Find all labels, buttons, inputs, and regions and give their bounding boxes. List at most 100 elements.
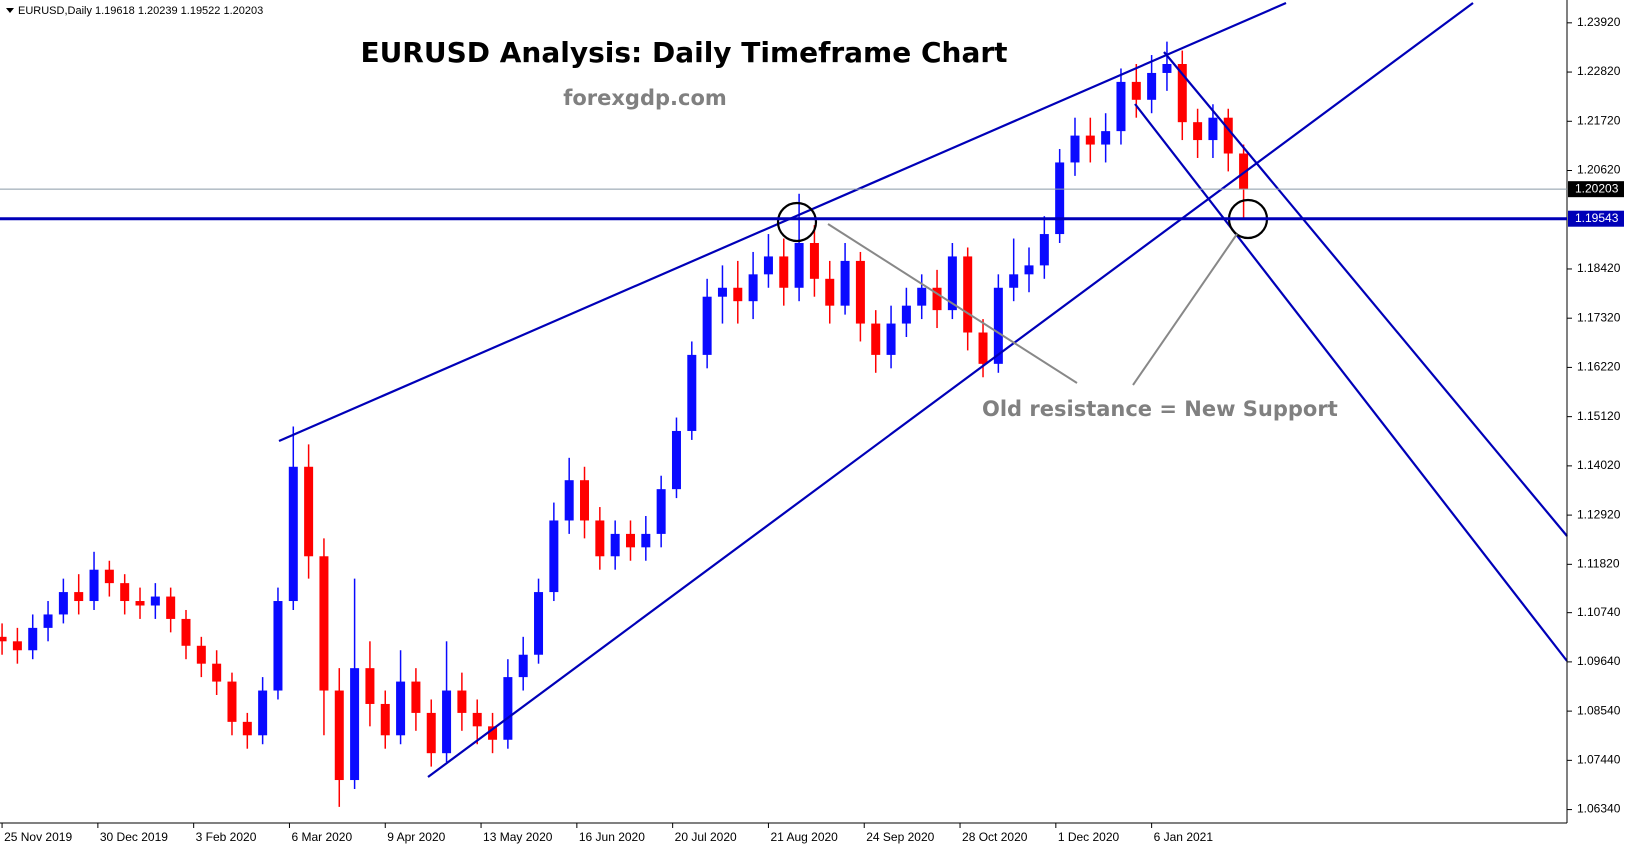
x-tick-label: 30 Dec 2019 bbox=[100, 830, 168, 844]
y-tick-label: 1.23920 bbox=[1577, 15, 1621, 29]
candle-body bbox=[748, 274, 758, 302]
annotation: Old resistance = New Support bbox=[982, 397, 1338, 421]
candle-body bbox=[350, 668, 360, 781]
candle-body bbox=[549, 520, 559, 593]
y-tick-label: 1.07440 bbox=[1577, 753, 1621, 767]
trend-line bbox=[1134, 103, 1568, 662]
candle-body bbox=[304, 466, 314, 557]
candle-body bbox=[794, 243, 804, 288]
candle-body bbox=[534, 592, 544, 655]
candle-body bbox=[503, 677, 513, 740]
candle-body bbox=[227, 681, 237, 722]
candle-body bbox=[702, 296, 712, 355]
x-tick-label: 24 Sep 2020 bbox=[866, 830, 934, 844]
candle-body bbox=[0, 636, 7, 642]
candle-body bbox=[947, 256, 957, 311]
candle-body bbox=[518, 654, 528, 678]
candle-body bbox=[1024, 265, 1034, 275]
y-tick-label: 1.14020 bbox=[1577, 458, 1621, 472]
candle-body bbox=[963, 256, 973, 333]
y-tick-label: 1.18420 bbox=[1577, 261, 1621, 275]
x-tick-label: 6 Jan 2021 bbox=[1154, 830, 1214, 844]
candle-body bbox=[273, 601, 283, 691]
candle-body bbox=[488, 726, 498, 740]
candle-body bbox=[886, 323, 896, 355]
candle-body bbox=[917, 287, 927, 306]
candle-body bbox=[411, 681, 421, 713]
candle-body bbox=[580, 480, 590, 521]
x-tick-label: 1 Dec 2020 bbox=[1058, 830, 1120, 844]
candle-body bbox=[472, 712, 482, 727]
candle-body bbox=[1223, 117, 1233, 154]
highlight-circle bbox=[776, 201, 818, 243]
candle-body bbox=[426, 712, 436, 754]
y-tick-label: 1.21720 bbox=[1577, 113, 1621, 127]
candle-body bbox=[319, 556, 329, 691]
y-tick-label: 1.06340 bbox=[1577, 802, 1621, 816]
candle-body bbox=[58, 592, 68, 615]
x-tick-label: 21 Aug 2020 bbox=[770, 830, 838, 844]
trend-line bbox=[427, 2, 1474, 778]
candle-body bbox=[763, 256, 773, 275]
candle-body bbox=[687, 354, 697, 431]
chart-title: EURUSD Analysis: Daily Timeframe Chart bbox=[360, 36, 1007, 69]
y-tick-label: 1.11820 bbox=[1577, 557, 1620, 571]
candle-body bbox=[1009, 274, 1019, 288]
candle-body bbox=[242, 721, 252, 736]
chart-header: EURUSD,Daily 1.19618 1.20239 1.19522 1.2… bbox=[18, 5, 263, 17]
candle-body bbox=[1177, 63, 1187, 123]
x-tick-label: 20 Jul 2020 bbox=[675, 830, 737, 844]
candle-body bbox=[89, 569, 99, 602]
trend-line bbox=[278, 1, 1287, 443]
candle-body bbox=[610, 533, 620, 557]
candle-body bbox=[380, 703, 390, 736]
candle-body bbox=[104, 569, 114, 584]
y-tick-label: 1.16220 bbox=[1577, 360, 1621, 374]
current-price-label: 1.20203 bbox=[1575, 181, 1619, 195]
candles bbox=[0, 41, 1249, 807]
candle-body bbox=[212, 663, 222, 682]
pointer-line bbox=[827, 223, 1078, 384]
subtitle: forexgdp.com bbox=[563, 86, 727, 110]
candle-body bbox=[993, 287, 1003, 364]
support-label: 1.19543 bbox=[1575, 211, 1619, 225]
y-tick-label: 1.15120 bbox=[1577, 409, 1621, 423]
y-tick-label: 1.10740 bbox=[1577, 605, 1621, 619]
candle-body bbox=[258, 690, 268, 736]
candle-body bbox=[809, 243, 819, 279]
candle-body bbox=[1070, 135, 1080, 163]
y-tick-label: 1.17320 bbox=[1577, 310, 1621, 324]
menu-arrow bbox=[6, 8, 14, 13]
x-tick-label: 28 Oct 2020 bbox=[962, 830, 1028, 844]
candle-body bbox=[901, 305, 911, 324]
candle-body bbox=[74, 592, 84, 602]
candle-body bbox=[12, 641, 22, 651]
candle-body bbox=[779, 256, 789, 288]
candle-body bbox=[1208, 117, 1218, 141]
candle-body bbox=[840, 260, 850, 306]
y-tick-label: 1.22820 bbox=[1577, 64, 1621, 78]
x-tick-label: 13 May 2020 bbox=[483, 830, 553, 844]
candle-body bbox=[641, 533, 651, 548]
candle-body bbox=[656, 489, 666, 534]
y-tick-label: 1.12920 bbox=[1577, 507, 1621, 521]
candle-body bbox=[181, 618, 191, 646]
candle-body bbox=[564, 480, 574, 521]
candle-body bbox=[871, 323, 881, 355]
candle-body bbox=[1085, 135, 1095, 145]
candle-body bbox=[1101, 131, 1111, 145]
candle-body bbox=[365, 668, 375, 704]
current-price-box bbox=[1568, 181, 1624, 198]
candle-body bbox=[135, 601, 145, 606]
candle-body bbox=[28, 627, 38, 651]
candle-body bbox=[396, 681, 406, 736]
candle-body bbox=[457, 690, 467, 713]
x-tick-label: 6 Mar 2020 bbox=[291, 830, 352, 844]
candle-body bbox=[43, 614, 53, 628]
pointer-line bbox=[1132, 233, 1238, 386]
candle-body bbox=[334, 690, 344, 781]
candle-body bbox=[595, 520, 605, 557]
x-tick-label: 16 Jun 2020 bbox=[579, 830, 645, 844]
candle-body bbox=[166, 596, 176, 619]
